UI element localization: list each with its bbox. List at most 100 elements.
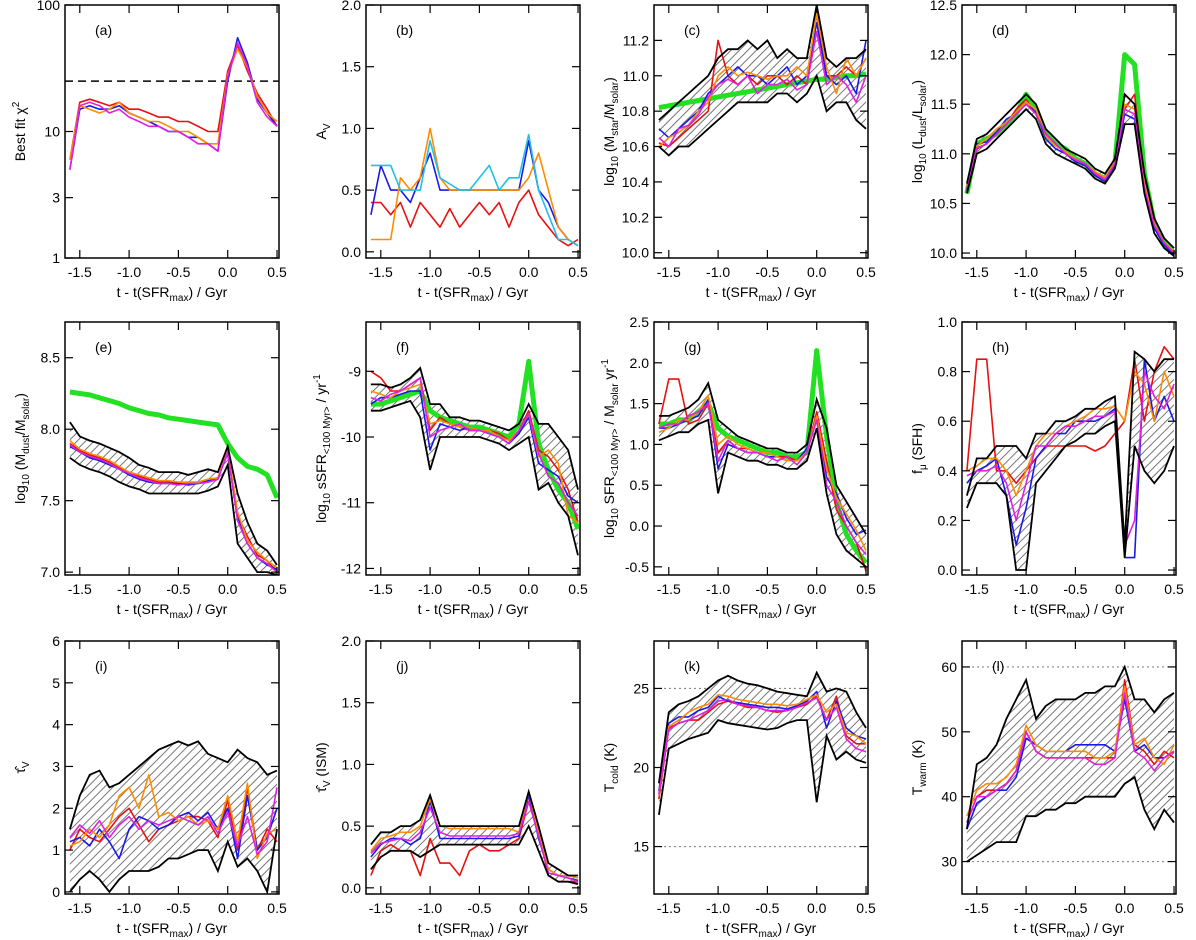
y-tick-label: 10.0 xyxy=(930,245,957,261)
x-tick-label: -1.5 xyxy=(369,900,393,916)
plot-frame xyxy=(365,640,581,895)
x-tick-label: 0.5 xyxy=(1164,581,1184,597)
y-tick-label: 0.5 xyxy=(630,477,650,493)
panel-label: (h) xyxy=(992,339,1009,355)
label-part: -1 xyxy=(600,359,611,368)
band-edge xyxy=(966,92,1175,249)
y-tick-label: 11.0 xyxy=(623,68,649,84)
label-part: <100 Myr> xyxy=(322,406,333,454)
x-tick-label: -1.0 xyxy=(117,581,141,597)
x-tick-label: -1.5 xyxy=(965,264,989,280)
series-line xyxy=(370,377,579,517)
band-edge xyxy=(69,421,278,566)
label-part: cold xyxy=(610,765,621,783)
panel: 10.0 10.5 11.0 11.5 12.0 12.5 -1.5 -1.0 -0.5 0.0 0… xyxy=(909,0,1184,304)
series-line xyxy=(69,42,278,170)
series-line xyxy=(370,133,579,247)
series-line xyxy=(370,790,579,879)
band-edge xyxy=(966,350,1174,546)
label-part: (K) xyxy=(601,743,617,766)
series-line xyxy=(966,346,1175,484)
x-tick-label: 0.0 xyxy=(519,581,539,597)
x-axis-label: t - t(SFRmax) / Gyr xyxy=(117,920,228,940)
y-tick-label: 7.5 xyxy=(41,493,61,509)
label-part: 2 xyxy=(11,101,22,107)
y-tick-label: 1.0 xyxy=(342,756,362,772)
y-axis-label: log10 (Mdust/Msolar) xyxy=(12,393,32,504)
x-tick-label: 0.5 xyxy=(568,264,588,280)
label-part: (M xyxy=(601,136,617,156)
band-edge xyxy=(370,788,578,877)
x-tick-label: 0.5 xyxy=(267,900,287,916)
y-tick-label: 5 xyxy=(52,675,60,691)
x-tick-label: 0.0 xyxy=(218,900,238,916)
band-edge xyxy=(658,73,867,157)
series-line xyxy=(370,383,579,524)
y-tick-label: 10.4 xyxy=(622,174,649,190)
panel-label: (l) xyxy=(992,658,1004,674)
plot-frame xyxy=(365,321,581,576)
label-part: V xyxy=(322,123,333,130)
y-tick-label: 2.0 xyxy=(342,0,362,13)
y-tick-label: 7.0 xyxy=(41,564,61,580)
x-tick-label: 0.0 xyxy=(218,264,238,280)
y-tick-label: 3 xyxy=(52,190,60,206)
y-tick-label: 2.0 xyxy=(342,633,362,649)
x-axis-label: t - t(SFRmax) / Gyr xyxy=(706,601,817,621)
label-part: max xyxy=(170,293,189,304)
label-part: ) xyxy=(601,77,617,82)
x-tick-label: 0.5 xyxy=(267,581,287,597)
panel: 0.0 0.5 1.0 1.5 2.0 -1.5 -1.0 -0.5 0.0 0.5 (b) t - … xyxy=(313,0,588,304)
panel-label: (d) xyxy=(992,22,1009,38)
y-tick-label: 6 xyxy=(52,633,60,649)
y-tick-label: 0.5 xyxy=(342,818,362,834)
x-tick-label: 0.5 xyxy=(267,264,287,280)
label-part: <100 Myr> xyxy=(610,428,621,476)
y-tick-label: 3 xyxy=(52,758,60,774)
label-part: ) / Gyr xyxy=(188,601,227,617)
x-tick-label: 0.0 xyxy=(1115,900,1135,916)
plot-frame xyxy=(64,321,280,576)
y-tick-label: 10 xyxy=(44,124,60,140)
x-tick-label: -1.0 xyxy=(1014,581,1038,597)
x-tick-label: -0.5 xyxy=(467,581,491,597)
label-part: ) / Gyr xyxy=(777,920,816,936)
label-part: yr xyxy=(601,368,617,384)
y-tick-label: 1.5 xyxy=(342,695,362,711)
label-part: t - t(SFR xyxy=(117,284,170,300)
panel: -0.5 0.0 0.5 1.0 1.5 2.0 2.5 -1.5 -1.0 -0.5 0.0 0.5… xyxy=(600,314,876,621)
series-line xyxy=(69,439,278,569)
label-part: ) / Gyr xyxy=(777,284,816,300)
band-edge xyxy=(69,829,278,894)
y-axis-label: Best fit χ2 xyxy=(11,101,28,161)
x-tick-label: -1.0 xyxy=(418,264,442,280)
y-axis-label: τ̂V xyxy=(12,761,32,774)
y-tick-label: 12.0 xyxy=(930,47,957,63)
label-part: ) xyxy=(909,80,925,85)
y-tick-label: 11.2 xyxy=(623,32,649,48)
band-edge xyxy=(658,670,867,784)
panel-label: (b) xyxy=(396,22,413,38)
label-part: t - t(SFR xyxy=(418,601,471,617)
label-part: A xyxy=(313,130,329,140)
panel: 7.0 7.5 8.0 8.5 -1.5 -1.0 -0.5 0.0 0.5 (e) t - t(S… xyxy=(12,321,287,621)
y-tick-label: -12 xyxy=(341,560,361,576)
series-line xyxy=(370,140,579,247)
label-part: solar xyxy=(610,81,621,103)
panel: 10.0 10.2 10.4 10.6 10.8 11.0 11.2 -1.5 -1.0 -0.5… xyxy=(601,4,876,304)
label-part: max xyxy=(759,610,778,621)
y-tick-label: 10.2 xyxy=(622,209,649,225)
panel-label: (a) xyxy=(95,22,112,38)
series-line xyxy=(658,394,867,551)
series-line xyxy=(69,389,279,499)
x-tick-label: 0.5 xyxy=(856,900,876,916)
x-tick-label: 0.5 xyxy=(568,900,588,916)
x-tick-label: 0.5 xyxy=(1164,900,1184,916)
label-part: dust xyxy=(21,435,32,454)
y-tick-label: 0.6 xyxy=(938,413,958,429)
y-axis-label: log10 SFR<100 Myr> / Msolar yr-1 xyxy=(600,359,621,538)
label-part: SFR xyxy=(601,476,617,508)
x-tick-label: 0.0 xyxy=(218,581,238,597)
y-tick-label: 10.6 xyxy=(622,139,649,155)
x-axis-label: t - t(SFRmax) / Gyr xyxy=(418,920,529,940)
